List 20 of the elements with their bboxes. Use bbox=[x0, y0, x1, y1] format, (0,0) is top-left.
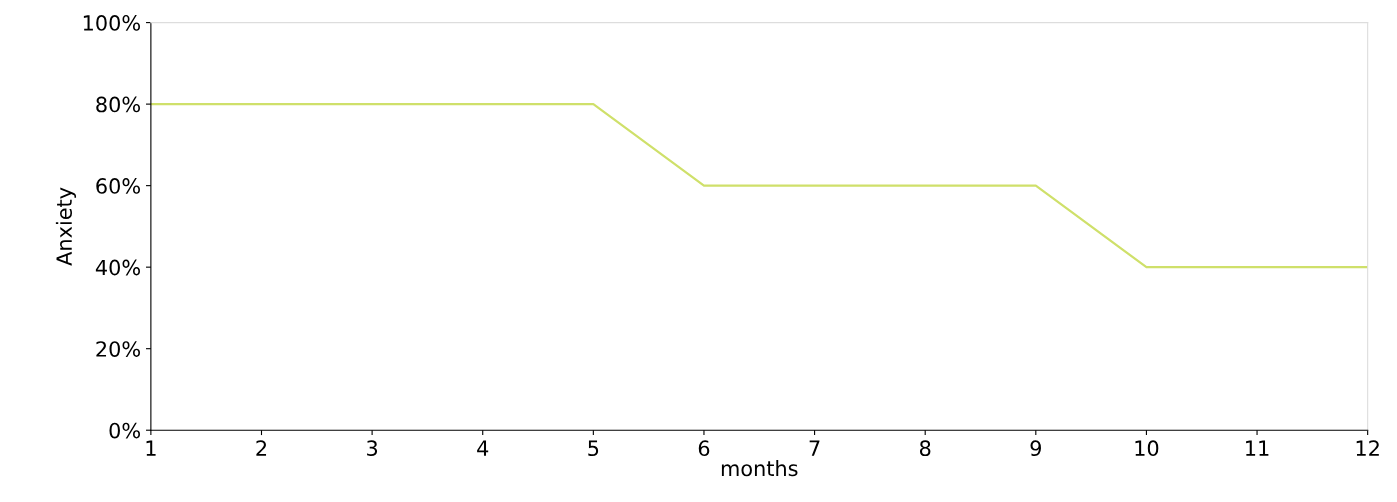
y-tick-label: 80% bbox=[96, 96, 140, 113]
x-tick-label: 1 bbox=[146, 440, 156, 456]
y-tick-label: 20% bbox=[96, 341, 140, 357]
x-tick-label: 4 bbox=[477, 440, 489, 456]
x-axis-title: months bbox=[721, 460, 798, 477]
x-tick-label: 2 bbox=[256, 440, 267, 456]
y-axis-title: Anxiety bbox=[55, 187, 77, 266]
y-tick-label: 100% bbox=[83, 15, 140, 31]
x-tick-label: 9 bbox=[1030, 440, 1041, 457]
x-tick-label: 11 bbox=[1246, 440, 1269, 456]
x-tick-label: 5 bbox=[588, 440, 599, 457]
x-tick-label: 8 bbox=[919, 440, 931, 457]
y-tick-label: 40% bbox=[95, 259, 140, 276]
x-tick-label: 10 bbox=[1135, 440, 1159, 457]
y-tick-label: 0% bbox=[109, 422, 140, 439]
x-tick-label: 12 bbox=[1356, 440, 1379, 456]
x-tick-label: 6 bbox=[698, 440, 710, 457]
y-tick-label: 60% bbox=[96, 178, 140, 194]
x-tick-label: 3 bbox=[367, 440, 378, 457]
x-tick-label: 7 bbox=[809, 440, 820, 456]
